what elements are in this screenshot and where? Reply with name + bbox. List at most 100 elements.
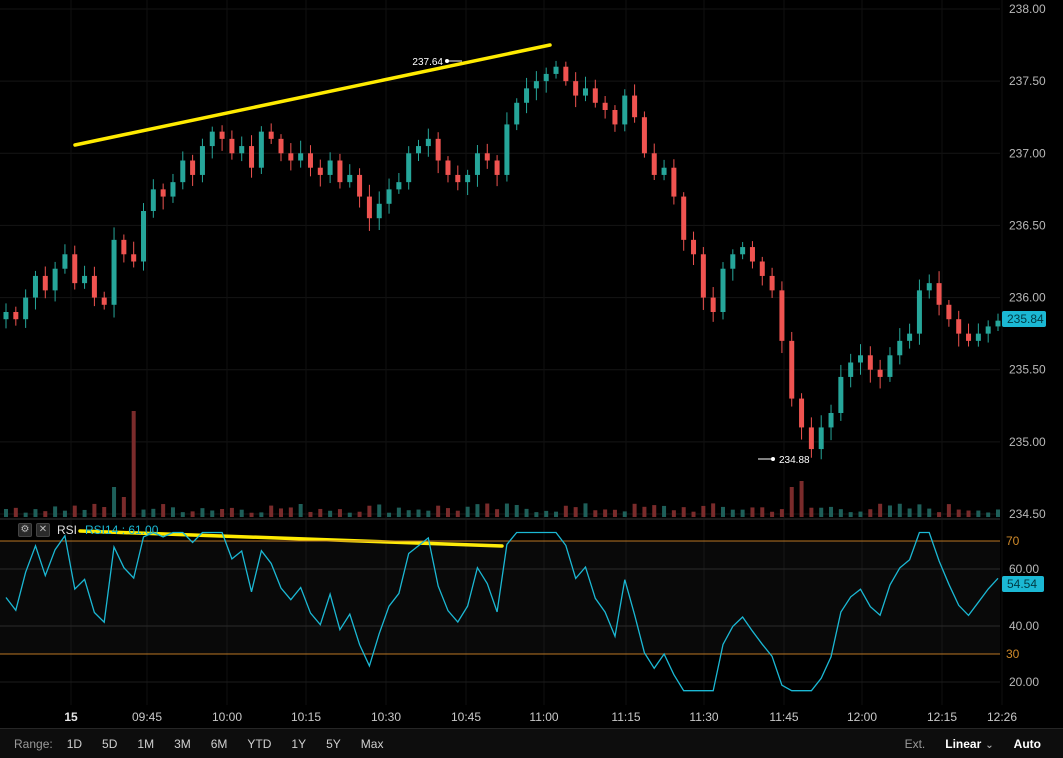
volume-bar: [829, 506, 834, 517]
volume-bar: [328, 510, 333, 517]
volume-bar: [318, 508, 323, 517]
time-tick-label: 10:00: [212, 710, 242, 724]
candle-body: [975, 333, 981, 341]
volume-bar: [455, 510, 460, 517]
volume-bar: [514, 504, 519, 517]
price-chart[interactable]: 237.64 234.88 238.00237.50237.00236.5023…: [0, 0, 1063, 728]
svg-text:235.84: 235.84: [1007, 312, 1044, 326]
candle-body: [946, 304, 952, 320]
candle-body: [111, 239, 117, 305]
volume-bar: [72, 505, 77, 517]
time-tick-label: 12:00: [847, 710, 877, 724]
price-tick-label: 234.50: [1009, 507, 1046, 521]
candle-body: [671, 167, 677, 197]
candle-body: [23, 297, 29, 320]
candle-body: [32, 275, 38, 298]
range-5y-button[interactable]: 5Y: [326, 736, 341, 751]
candle-body: [357, 174, 363, 197]
candle-body: [779, 290, 785, 341]
volume-bar: [956, 509, 961, 517]
candle-body: [406, 153, 412, 183]
volume-bar: [288, 507, 293, 517]
volume-bar: [593, 510, 598, 517]
candle-body: [563, 66, 569, 82]
volume-bar: [170, 507, 175, 517]
time-axis[interactable]: 15 09:45 10:00 10:15 10:30 10:45 11:00 11:15 11:…: [64, 710, 1017, 724]
candle-body: [160, 189, 166, 197]
rsi-level-60: 60.00: [1009, 562, 1039, 576]
price-axis[interactable]: 238.00 237.50 237.00 236.50 236.00 235.50 235.…: [1009, 2, 1046, 521]
volume-bar: [495, 509, 500, 517]
rsi-level-40: 40.00: [1009, 619, 1039, 633]
price-tick-label: 235.50: [1009, 363, 1046, 377]
volume-bar: [887, 505, 892, 517]
candle-body: [141, 211, 147, 262]
candle-body: [916, 290, 922, 334]
settings-icon[interactable]: ⚙: [18, 523, 32, 537]
candle-body: [317, 167, 323, 175]
volume-bar: [229, 507, 234, 517]
volume-bar: [337, 509, 342, 517]
candle-body: [268, 131, 274, 139]
candle-body: [425, 138, 431, 147]
rsi-axis[interactable]: 70 60.00 40.00 30 20.00 54.54: [1002, 534, 1044, 689]
extended-hours-toggle[interactable]: Ext.: [904, 736, 926, 751]
time-tick-label: 09:45: [132, 710, 162, 724]
volume-bar: [426, 510, 431, 517]
range-3m-button[interactable]: 3M: [174, 736, 191, 751]
high-marker: 237.64: [412, 57, 462, 68]
volume-bar: [838, 509, 843, 517]
volume-bar: [799, 481, 804, 517]
range-6m-button[interactable]: 6M: [210, 736, 228, 751]
volume-bar: [220, 508, 225, 517]
volume-bar: [612, 509, 617, 517]
range-1m-button[interactable]: 1M: [137, 736, 155, 751]
candle-body: [887, 355, 893, 377]
volume-bar: [239, 509, 244, 517]
volume-bar: [4, 509, 8, 517]
volume-bar: [387, 512, 392, 517]
candle-body: [602, 102, 608, 110]
candle-body: [484, 153, 490, 161]
close-icon[interactable]: ✕: [36, 523, 50, 537]
candle-body: [740, 247, 746, 255]
rsi-panel-header: ⚙ ✕ RSI RSI14 : 61.00: [18, 522, 158, 538]
time-tick-label: 15: [64, 710, 78, 724]
range-toolbar: Range: 1D 5D 1M 3M 6M YTD 1Y 5Y Max Ext.…: [0, 728, 1063, 758]
volume-bar: [544, 510, 549, 517]
price-trendline[interactable]: [73, 43, 552, 147]
range-ytd-button[interactable]: YTD: [247, 736, 272, 751]
volume-bar: [681, 507, 686, 517]
candle-body: [936, 283, 942, 305]
volume-bar: [740, 509, 745, 517]
candle-body: [838, 376, 844, 413]
candle-body: [42, 275, 48, 291]
rsi-panel-separator[interactable]: [0, 518, 1000, 520]
range-1y-button[interactable]: 1Y: [291, 736, 307, 751]
volume-bar: [878, 503, 883, 517]
range-5d-button[interactable]: 5D: [102, 736, 118, 751]
range-max-button[interactable]: Max: [360, 736, 384, 751]
candle-body: [985, 326, 991, 334]
candle-body: [867, 355, 873, 370]
volume-bar: [662, 505, 667, 517]
volume-bar: [180, 512, 185, 517]
auto-scale-button[interactable]: Auto: [1013, 736, 1041, 751]
candle-body: [995, 320, 1001, 327]
range-1d-button[interactable]: 1D: [66, 736, 83, 751]
scale-label: Linear: [945, 736, 982, 751]
volume-bar: [770, 511, 775, 517]
candle-body: [82, 275, 88, 284]
rsi-level-20: 20.00: [1009, 675, 1039, 689]
volume-bar: [465, 506, 470, 517]
range-label: Range:: [14, 736, 53, 751]
candle-body: [307, 153, 313, 168]
volume-bar: [377, 504, 382, 517]
volume-bar: [269, 505, 274, 517]
candle-body: [897, 340, 903, 356]
scale-dropdown[interactable]: Linear ⌄: [945, 737, 993, 751]
candle-body: [121, 239, 127, 255]
candle-body: [543, 73, 549, 82]
rsi-line: [5, 531, 999, 692]
candle-body: [170, 182, 176, 197]
